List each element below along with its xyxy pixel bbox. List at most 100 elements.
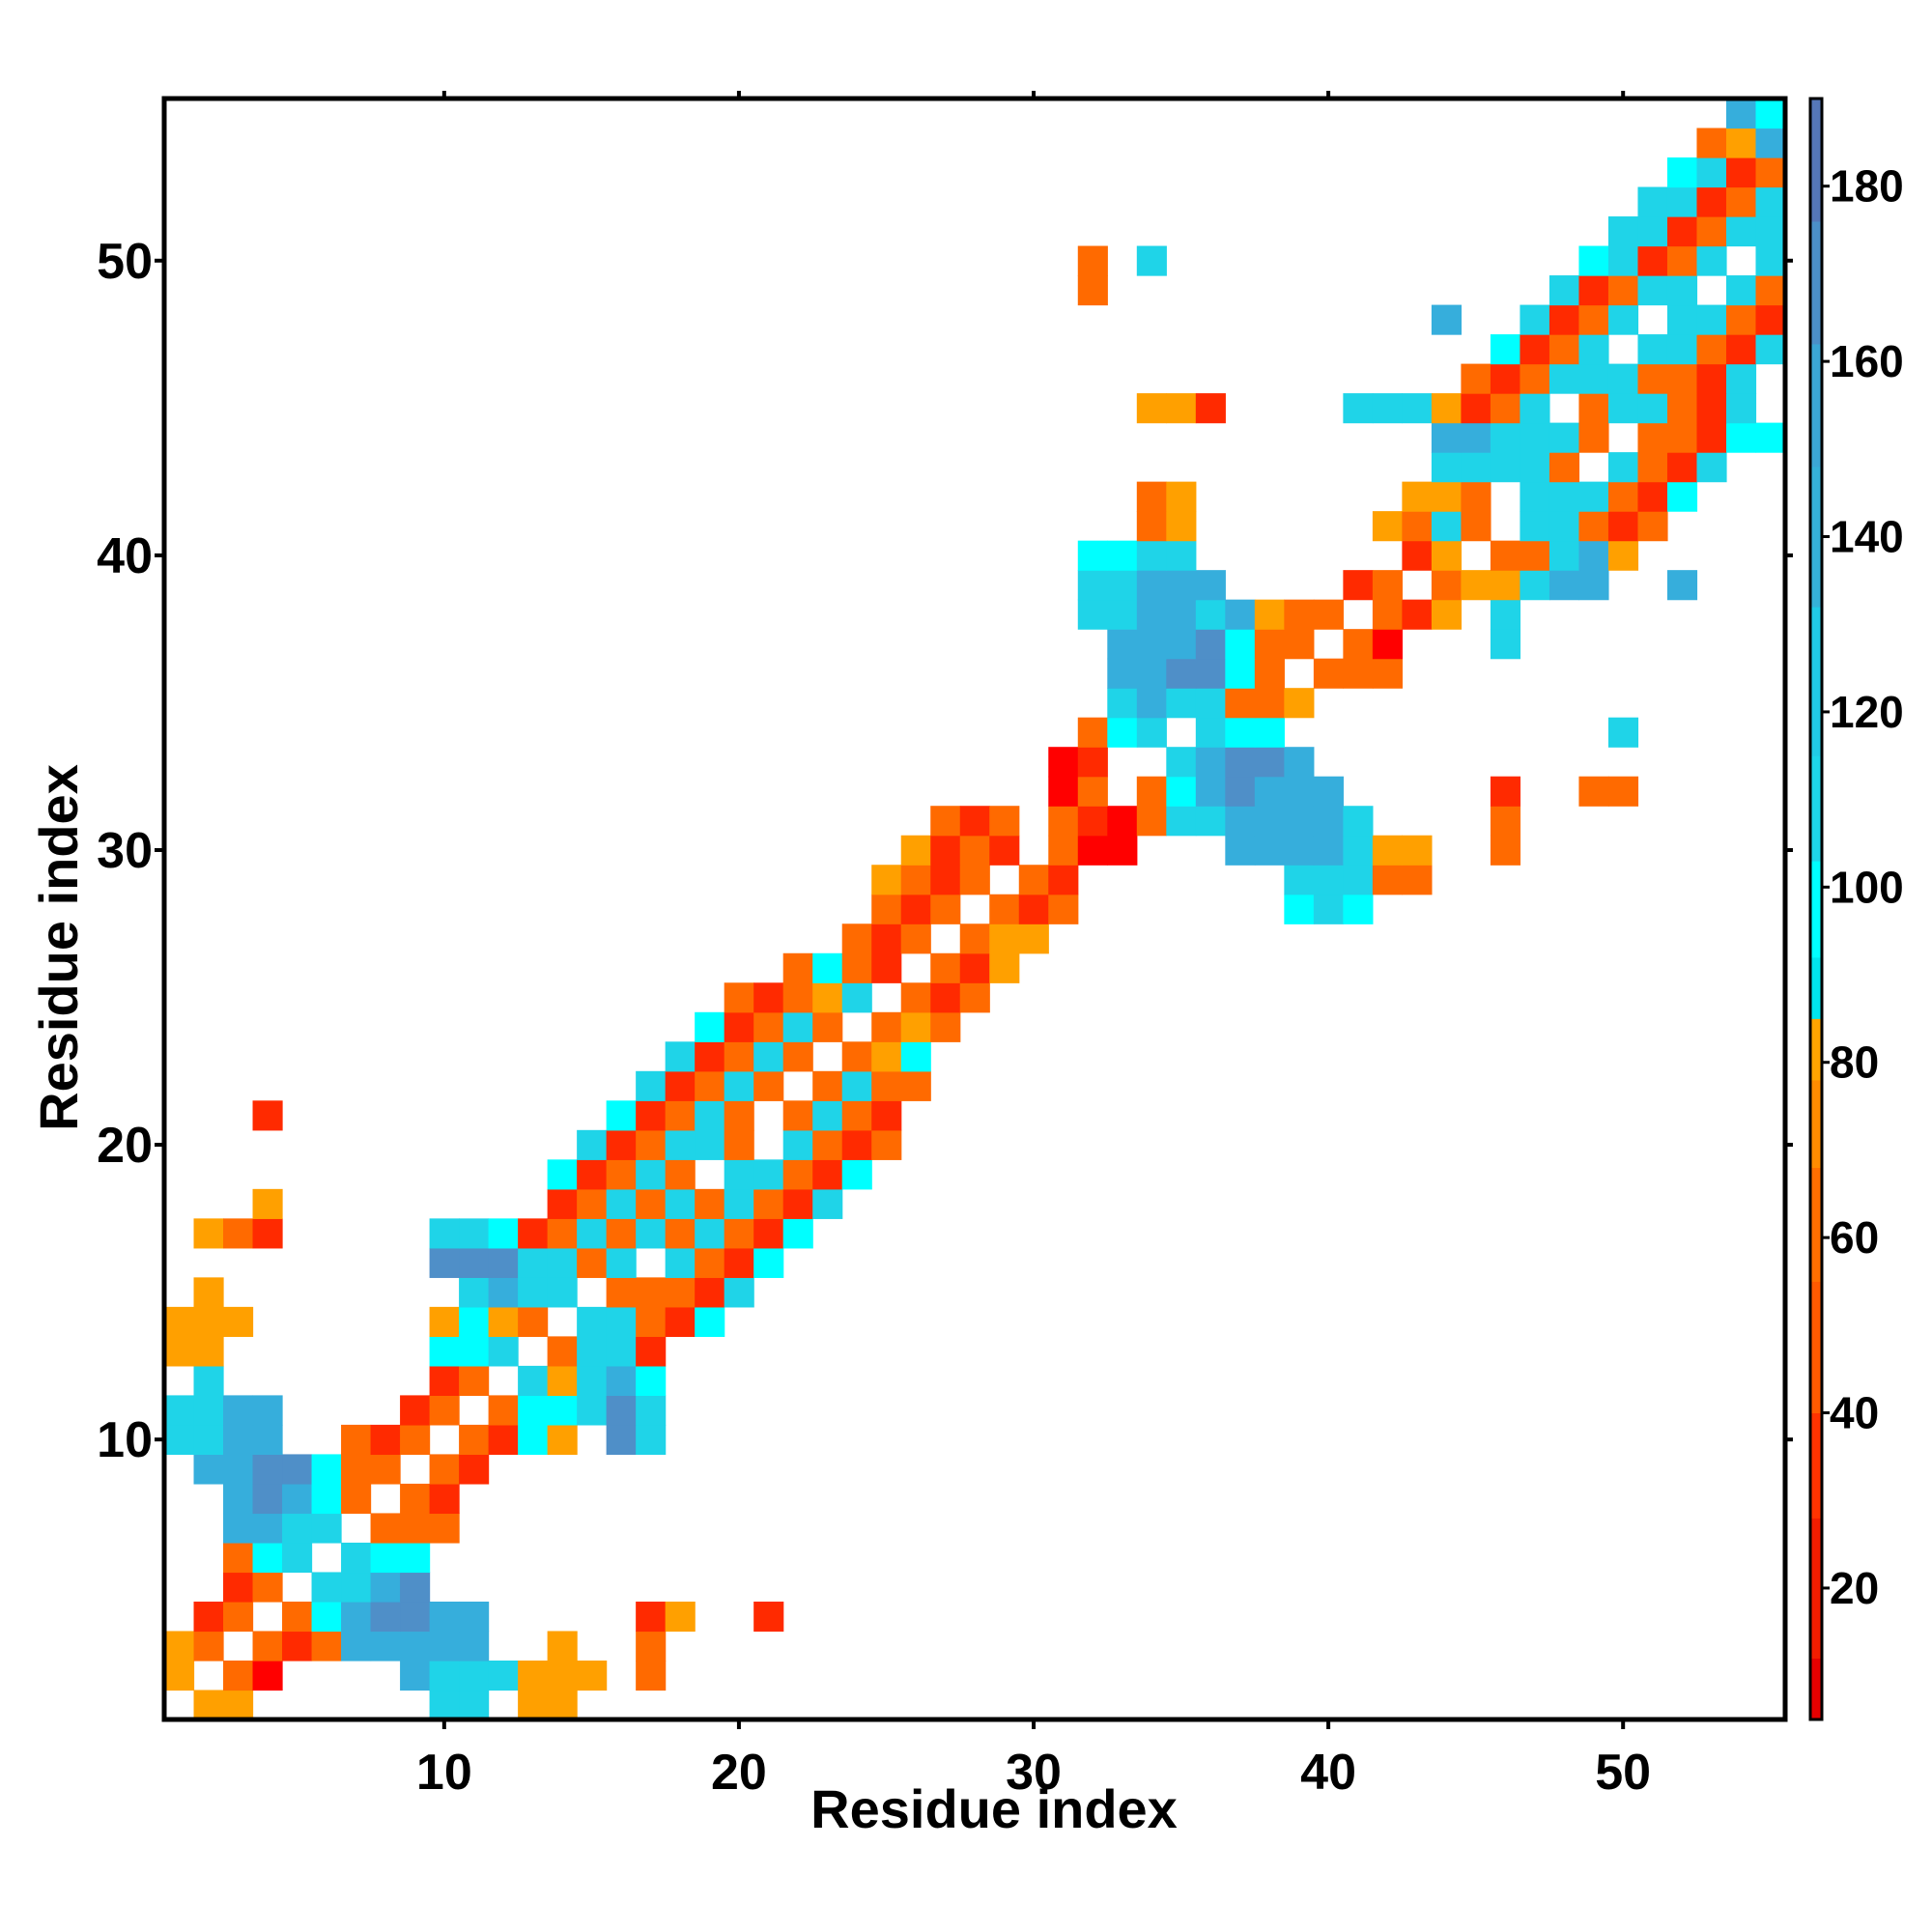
heatmap-cell bbox=[1637, 422, 1668, 453]
heatmap-cell bbox=[1136, 806, 1167, 837]
heatmap-cell bbox=[1225, 717, 1256, 748]
heatmap-cell bbox=[1284, 688, 1315, 719]
heatmap-cell bbox=[1195, 570, 1226, 601]
heatmap-cell bbox=[1578, 422, 1609, 453]
heatmap-cell bbox=[753, 1247, 784, 1278]
heatmap-cell bbox=[252, 1424, 283, 1456]
heatmap-cell bbox=[1313, 776, 1344, 807]
heatmap-cell bbox=[1461, 452, 1492, 483]
heatmap-cell bbox=[459, 1454, 490, 1485]
heatmap-cell bbox=[1548, 363, 1580, 394]
heatmap-cell bbox=[1343, 658, 1374, 689]
heatmap-cell bbox=[782, 1188, 813, 1219]
heatmap-cell bbox=[1402, 835, 1433, 866]
heatmap-cell bbox=[400, 1424, 431, 1456]
heatmap-cell bbox=[636, 1306, 667, 1337]
heatmap-cell bbox=[606, 1247, 637, 1278]
heatmap-cell bbox=[665, 1129, 696, 1160]
heatmap-cell bbox=[370, 1454, 401, 1485]
heatmap-cell bbox=[1755, 275, 1786, 306]
heatmap-cell bbox=[518, 1247, 549, 1278]
heatmap-cell bbox=[665, 1277, 696, 1308]
heatmap-cell bbox=[193, 1306, 224, 1337]
heatmap-cell bbox=[1431, 540, 1462, 571]
heatmap-cell bbox=[193, 1277, 224, 1308]
heatmap-cell bbox=[1284, 835, 1315, 866]
heatmap-cell bbox=[1637, 511, 1668, 542]
heatmap-cell bbox=[1431, 393, 1462, 424]
heatmap-cell bbox=[695, 1277, 725, 1308]
y-tick-label: 20 bbox=[97, 1118, 153, 1174]
heatmap-cell bbox=[341, 1424, 372, 1456]
colorbar-segment bbox=[1810, 466, 1822, 608]
heatmap-cell bbox=[1490, 334, 1521, 365]
heatmap-cell bbox=[1166, 393, 1197, 424]
colorbar-tick-label: 20 bbox=[1830, 1563, 1879, 1613]
heatmap-cell bbox=[900, 835, 931, 866]
heatmap-cell bbox=[577, 1159, 608, 1190]
heatmap-cell bbox=[1048, 747, 1079, 778]
heatmap-cell bbox=[193, 1424, 224, 1456]
heatmap-cell bbox=[753, 1041, 784, 1072]
heatmap-cell bbox=[311, 1631, 342, 1662]
heatmap-cell bbox=[547, 1336, 578, 1367]
heatmap-cell bbox=[1607, 216, 1639, 247]
heatmap-cell bbox=[223, 1218, 254, 1249]
heatmap-cell bbox=[1578, 334, 1609, 365]
heatmap-cell bbox=[1107, 570, 1138, 601]
heatmap-cell bbox=[1461, 481, 1492, 512]
heatmap-cell bbox=[930, 806, 961, 837]
heatmap-cell bbox=[1696, 334, 1727, 365]
heatmap-cell bbox=[900, 1011, 931, 1042]
heatmap-cell bbox=[1755, 216, 1786, 247]
colorbar-segment bbox=[1810, 1518, 1822, 1660]
x-tick-label: 40 bbox=[1300, 1745, 1356, 1801]
heatmap-cell bbox=[1225, 747, 1256, 778]
heatmap-cell bbox=[1107, 599, 1138, 630]
heatmap-cell bbox=[1490, 599, 1521, 630]
heatmap-cell bbox=[1696, 452, 1727, 483]
heatmap-cell bbox=[341, 1631, 372, 1662]
heatmap-cell bbox=[341, 1542, 372, 1574]
heatmap-cell bbox=[1578, 304, 1609, 335]
heatmap-cell bbox=[1755, 422, 1786, 453]
heatmap-cell bbox=[223, 1572, 254, 1603]
heatmap-cell bbox=[341, 1572, 372, 1603]
heatmap-cell bbox=[695, 1247, 725, 1278]
heatmap-cell bbox=[459, 1365, 490, 1396]
heatmap-cells bbox=[164, 99, 1786, 1720]
heatmap-cell bbox=[1696, 304, 1727, 335]
heatmap-cell bbox=[1461, 363, 1492, 394]
heatmap-cell bbox=[1372, 599, 1403, 630]
heatmap-cell bbox=[724, 1247, 754, 1278]
heatmap-cell bbox=[1607, 776, 1639, 807]
colorbar-segment bbox=[1810, 1281, 1822, 1414]
x-tick-label: 20 bbox=[711, 1745, 767, 1801]
y-tick-label: 10 bbox=[97, 1412, 153, 1468]
heatmap-cell bbox=[1254, 599, 1285, 630]
heatmap-cell bbox=[223, 1306, 254, 1337]
heatmap-cell bbox=[459, 1631, 490, 1662]
heatmap-cell bbox=[1166, 688, 1197, 719]
heatmap-cell bbox=[459, 1277, 490, 1308]
heatmap-cell bbox=[1166, 540, 1197, 571]
heatmap-cell bbox=[636, 1277, 667, 1308]
heatmap-cell bbox=[753, 1218, 784, 1249]
heatmap-cell bbox=[252, 1660, 283, 1691]
heatmap-cell bbox=[1666, 393, 1698, 424]
heatmap-cell bbox=[1136, 511, 1167, 542]
x-axis: 10 20 30 40 50 bbox=[416, 1719, 1651, 1801]
y-tick-label: 50 bbox=[97, 234, 153, 290]
heatmap-cell bbox=[518, 1690, 549, 1720]
heatmap-cell bbox=[606, 1306, 637, 1337]
heatmap-cell bbox=[1284, 806, 1315, 837]
heatmap-cell bbox=[547, 1159, 578, 1190]
heatmap-cell bbox=[1607, 245, 1639, 276]
heatmap-cell bbox=[459, 1424, 490, 1456]
heatmap-cell bbox=[1136, 393, 1167, 424]
heatmap-cell bbox=[1607, 481, 1639, 512]
heatmap-cell bbox=[1107, 658, 1138, 689]
heatmap-cell bbox=[1725, 393, 1757, 424]
heatmap-cell bbox=[636, 1129, 667, 1160]
heatmap-cell bbox=[636, 1336, 667, 1367]
